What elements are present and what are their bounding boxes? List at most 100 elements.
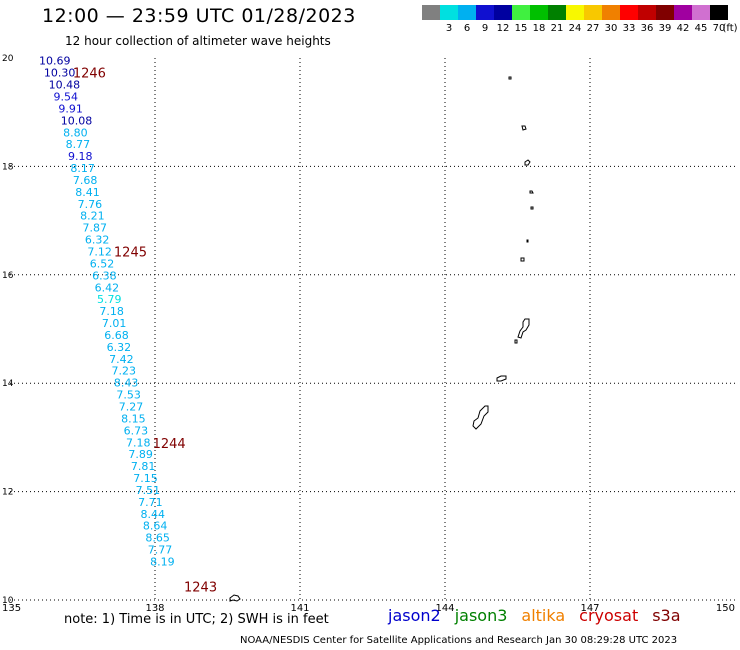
swh-data-label: 7.81 [131,460,156,473]
swh-data-label: 7.51 [136,484,161,497]
swh-data-label: 9.54 [54,90,79,103]
swh-data-label: 6.42 [95,281,120,294]
color-scale-swatch [440,5,458,20]
island-outline [229,594,241,602]
credit-line: NOAA/NESDIS Center for Satellite Applica… [240,635,678,646]
swh-data-label: 8.15 [121,412,145,425]
color-scale-label: 3 [445,23,453,34]
color-scale-swatch [494,5,512,20]
color-scale-label: 42 [676,23,690,34]
color-scale-label: 24 [568,23,582,34]
swh-data-label: 7.18 [126,436,151,449]
color-scale-swatch [656,5,674,20]
color-scale-swatch [692,5,710,20]
x-tick-label: 144 [435,603,454,614]
color-scale-label: 18 [532,23,546,34]
swh-data-label: 7.87 [83,222,108,235]
color-scale-swatch [458,5,476,20]
color-scale-label: 15 [514,23,528,34]
color-scale-swatch [620,5,638,20]
island-outline [472,405,489,430]
color-scale-swatch [548,5,566,20]
time-annotation: 1246 [73,67,106,82]
x-tick-label: 150 [716,603,735,614]
color-scale-swatch [566,5,584,20]
swh-data-label: 10.48 [49,79,81,92]
y-tick-label: 10 [2,596,14,606]
swh-data-label: 7.89 [128,448,153,461]
swh-data-label: 7.15 [133,472,158,485]
swh-data-label: 6.32 [85,234,110,247]
color-scale-swatch [674,5,692,20]
y-tick-label: 20 [2,54,14,64]
island-outline [496,375,507,382]
swh-data-label: 10.30 [44,67,75,80]
color-scale-label: 33 [622,23,636,34]
swh-data-label: 8.43 [114,377,138,390]
swh-data-label: 9.18 [68,150,93,163]
chart-title: 12:00 — 23:59 UTC 01/28/2023 [42,5,356,27]
swh-data-label: 10.08 [61,114,93,127]
y-tick-label: 12 [2,488,13,498]
island-outline [517,318,530,339]
swh-data-label: 7.01 [102,317,127,330]
swh-data-label: 8.41 [75,186,100,199]
swh-data-label: 7.53 [116,389,141,402]
island-outline [526,239,529,243]
color-scale-swatch [638,5,656,20]
legend-entry-s3a: s3a [652,606,681,625]
color-scale-label: 30 [604,23,618,34]
island-outline [520,257,525,262]
swh-data-label: 7.76 [78,198,103,211]
color-scale-label: 6 [463,23,471,34]
color-scale-swatch [476,5,494,20]
swh-data-label: 7.42 [109,353,134,366]
legend-entry-jason2: jason2 [388,606,441,625]
swh-data-label: 8.80 [63,126,88,139]
swh-data-label: 6.73 [124,424,149,437]
island-outline [521,125,527,131]
swh-data-label: 7.12 [87,245,112,258]
color-scale-swatch [584,5,602,20]
swh-data-label: 7.71 [138,496,163,509]
island-outline [530,206,534,210]
legend-entry-altika: altika [521,606,566,625]
color-scale-label: 9 [481,23,489,34]
swh-data-label: 9.91 [58,102,82,115]
satellite-legend: jason2 jason3 altika cryosat s3a [388,606,695,625]
color-scale-swatch [602,5,620,20]
swh-data-label: 10.69 [39,55,71,68]
chart-subtitle: 12 hour collection of altimeter wave hei… [65,34,331,48]
color-scale-label: 12 [496,23,510,34]
swh-data-label: 5.79 [97,293,122,306]
color-scale-swatch [710,5,728,20]
swh-data-label: 8.19 [150,556,175,569]
swh-data-label: 6.38 [92,269,117,282]
x-tick-label: 147 [580,603,599,614]
color-scale-swatch [512,5,530,20]
time-annotation: 1243 [184,580,217,595]
color-scale-label: 36 [640,23,654,34]
swh-data-label: 7.23 [112,365,137,378]
color-scale-label: 70 [712,23,726,34]
island-outline [529,190,534,194]
swh-data-label: 7.27 [119,401,144,414]
x-tick-label: 138 [145,603,164,614]
swh-data-label: 8.17 [70,162,95,175]
swh-data-label: 8.64 [143,520,168,533]
time-annotation: 1245 [114,245,147,260]
color-scale-label: 27 [586,23,600,34]
x-tick-label: 141 [290,603,309,614]
island-outline [514,339,518,344]
island-outline [508,76,512,80]
x-tick-label: 135 [2,603,21,614]
color-scale-label: 45 [694,23,708,34]
swh-data-label: 7.77 [148,544,173,557]
swh-data-label: 7.18 [99,305,124,318]
swh-data-label: 6.32 [107,341,131,354]
swh-data-label: 6.52 [90,257,115,270]
y-tick-label: 16 [2,271,14,281]
island-outline [524,159,531,166]
swh-data-label: 8.21 [80,210,105,223]
